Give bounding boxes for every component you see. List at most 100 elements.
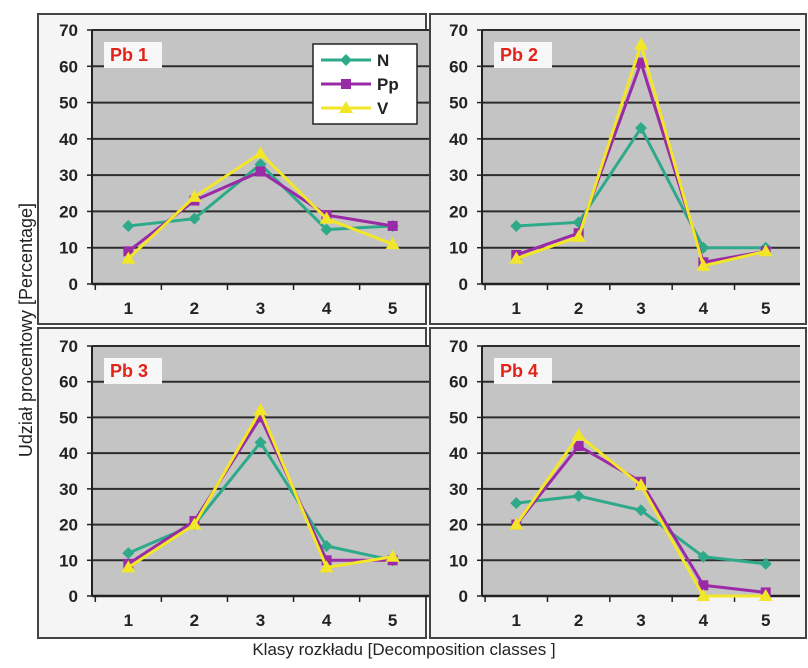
y-tick-label: 50 — [59, 94, 78, 113]
data-point-n — [759, 557, 772, 570]
panel-label-box — [104, 42, 162, 68]
x-tick-label: 2 — [190, 299, 199, 318]
y-axis-label: Udział procentowy [Percentage] — [16, 202, 36, 458]
x-tick-label: 4 — [699, 299, 709, 318]
data-point-pp — [573, 441, 584, 451]
data-point-v — [385, 237, 400, 250]
data-point-v — [253, 403, 268, 416]
data-point-v — [571, 428, 586, 441]
data-point-v — [319, 560, 334, 573]
y-tick-label: 40 — [59, 444, 78, 463]
legend-label: N — [377, 51, 389, 70]
data-point-v — [696, 589, 711, 601]
data-point-v — [634, 478, 648, 491]
panel-label: Pb 4 — [500, 361, 538, 381]
data-point-n — [635, 121, 647, 134]
y-tick-label: 10 — [449, 551, 468, 570]
y-tick-label: 40 — [59, 130, 78, 149]
chart-panel-2: 0 10 20 30 40 50 60 70 1 2 3 4 5 Pb 2 — [429, 13, 807, 325]
legend-marker — [339, 101, 353, 113]
data-point-pp — [255, 412, 266, 423]
data-point-n — [254, 436, 267, 449]
data-point-v — [385, 549, 400, 562]
y-tick-label: 30 — [59, 480, 78, 499]
data-point-n — [510, 219, 523, 232]
x-tick-label: 3 — [636, 299, 645, 318]
y-tick-label: 0 — [69, 587, 78, 606]
x-tick-label: 1 — [124, 611, 133, 630]
x-tick-label: 4 — [322, 299, 332, 318]
data-point-v — [121, 251, 136, 264]
data-point-pp — [123, 246, 134, 257]
data-point-v — [758, 244, 773, 257]
x-tick-label: 5 — [388, 611, 397, 630]
data-point-pp — [698, 580, 709, 591]
panel-label: Pb 2 — [500, 45, 538, 65]
x-tick-label: 1 — [512, 611, 521, 630]
x-tick-label: 5 — [388, 299, 397, 318]
data-point-pp — [321, 555, 332, 566]
x-tick-label: 1 — [512, 299, 521, 318]
x-tick-label: 3 — [256, 299, 265, 318]
data-point-v — [319, 211, 334, 224]
y-tick-label: 60 — [449, 373, 468, 392]
x-axis-label: Klasy rozkładu [Decomposition classes ] — [252, 640, 556, 659]
data-point-pp — [387, 220, 398, 231]
data-point-v — [509, 251, 524, 264]
x-tick-label: 2 — [190, 611, 199, 630]
y-tick-label: 0 — [459, 587, 468, 606]
y-tick-label: 40 — [449, 130, 468, 149]
y-tick-label: 50 — [449, 408, 468, 427]
plot-area — [482, 30, 800, 284]
x-tick-label: 4 — [699, 611, 709, 630]
y-tick-label: 0 — [69, 275, 78, 294]
y-tick-label: 10 — [59, 551, 78, 570]
y-tick-label: 70 — [449, 21, 468, 40]
y-tick-label: 20 — [449, 202, 468, 221]
data-point-v — [509, 517, 524, 530]
y-tick-label: 70 — [59, 337, 78, 356]
y-tick-label: 30 — [449, 480, 468, 499]
y-tick-label: 70 — [449, 337, 468, 356]
legend-label: V — [377, 99, 389, 118]
data-point-n — [635, 504, 647, 517]
data-point-v — [187, 517, 202, 530]
data-point-v — [696, 258, 711, 271]
y-tick-label: 20 — [59, 202, 78, 221]
chart-panel-3: 0 10 20 30 40 50 60 70 1 2 3 4 5 Pb 3 — [37, 327, 429, 639]
chart-panel-4: 0 10 20 30 40 50 60 70 1 2 3 4 5 Pb 4 — [429, 327, 807, 639]
x-tick-label: 2 — [574, 611, 583, 630]
y-tick-label: 20 — [59, 516, 78, 535]
data-point-v — [634, 37, 648, 50]
y-tick-label: 50 — [59, 408, 78, 427]
panel-label: Pb 3 — [110, 361, 148, 381]
x-tick-label: 5 — [761, 611, 770, 630]
x-tick-label: 4 — [322, 611, 332, 630]
panel-label-box — [494, 358, 552, 384]
y-tick-label: 0 — [459, 275, 468, 294]
y-tick-label: 70 — [59, 21, 78, 40]
data-point-v — [571, 229, 586, 242]
x-tick-label: 2 — [574, 299, 583, 318]
y-tick-label: 40 — [449, 444, 468, 463]
y-tick-label: 30 — [449, 166, 468, 185]
data-point-n — [320, 223, 333, 236]
data-point-n — [572, 490, 585, 502]
y-tick-label: 20 — [449, 516, 468, 535]
legend-marker — [340, 54, 352, 66]
data-point-n — [697, 550, 710, 563]
data-point-v — [253, 146, 268, 159]
y-tick-label: 10 — [59, 239, 78, 258]
y-tick-label: 50 — [449, 94, 468, 113]
panel-label-box — [494, 42, 552, 68]
data-point-v — [187, 189, 202, 202]
data-point-n — [122, 547, 135, 560]
y-tick-label: 10 — [449, 239, 468, 258]
x-tick-label: 3 — [636, 611, 645, 630]
y-tick-label: 30 — [59, 166, 78, 185]
chart-panel-1: 0 10 20 30 40 50 60 70 1 2 3 4 5 Pb 1 N Pp V — [37, 13, 429, 325]
x-tick-label: 3 — [256, 611, 265, 630]
data-point-pp — [255, 166, 266, 177]
